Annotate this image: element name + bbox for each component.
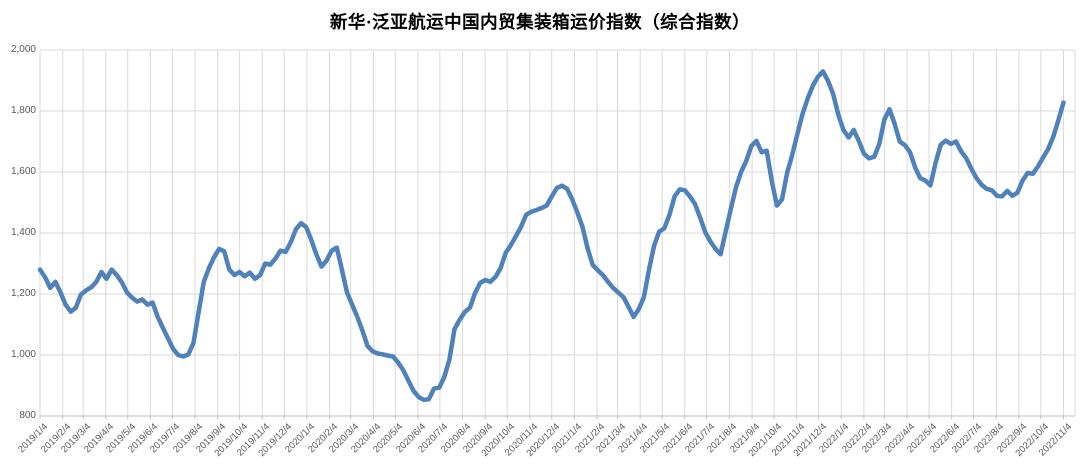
chart-title: 新华·泛亚航运中国内贸集装箱运价指数（综合指数） [329, 12, 751, 32]
y-tick-label: 1,000 [10, 349, 36, 360]
y-tick-label: 2,000 [10, 44, 36, 55]
y-tick-label: 1,800 [10, 105, 36, 116]
y-tick-label: 800 [19, 410, 36, 421]
y-tick-label: 1,400 [10, 227, 36, 238]
y-tick-label: 1,200 [10, 288, 36, 299]
y-tick-label: 1,600 [10, 166, 36, 177]
index-series-line [37, 69, 1066, 403]
